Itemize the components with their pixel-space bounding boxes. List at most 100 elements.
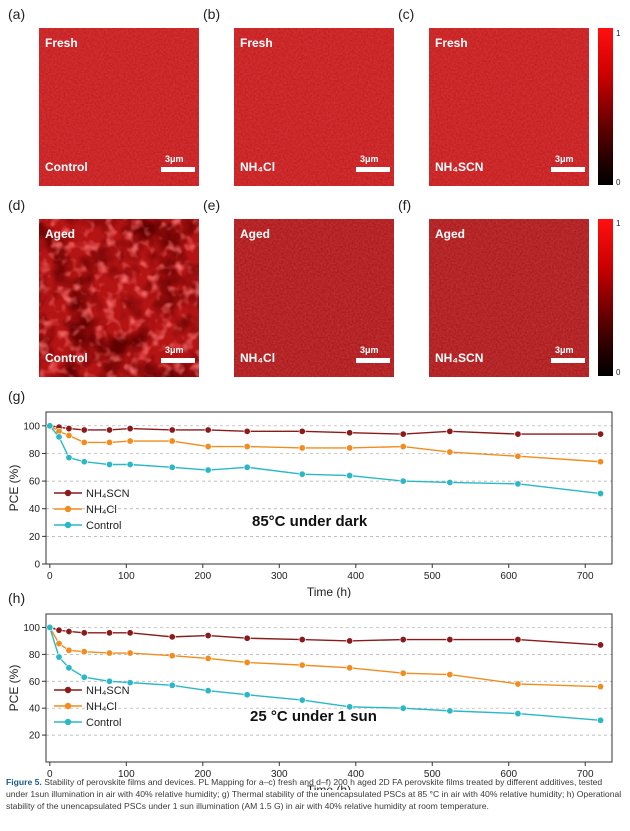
data-point xyxy=(298,696,306,704)
map-state-label: Aged xyxy=(45,227,75,241)
x-tick-label: 500 xyxy=(424,769,441,780)
colorbar-bottom xyxy=(598,219,613,376)
data-point xyxy=(55,640,63,648)
data-point xyxy=(65,454,73,462)
data-point xyxy=(126,649,134,657)
legend-label: Control xyxy=(86,520,121,532)
x-tick-label: 700 xyxy=(577,769,594,780)
data-point xyxy=(298,444,306,452)
legend-label: NH₄Cl xyxy=(86,701,117,713)
data-point xyxy=(168,437,176,445)
x-tick-label: 400 xyxy=(347,769,364,780)
y-tick-label: 40 xyxy=(29,704,41,715)
y-tick-label: 100 xyxy=(23,623,40,634)
data-point xyxy=(55,433,63,441)
data-point xyxy=(126,425,134,433)
y-tick-label: 60 xyxy=(29,677,41,688)
scale-bar-label: 3μm xyxy=(555,154,574,164)
colorbar-bottom-max: 1 xyxy=(616,219,621,228)
legend-label: NH₄SCN xyxy=(86,685,130,697)
pl-map: Fresh NH₄Cl 3μm xyxy=(234,28,394,186)
chart-annotation: 25 °C under 1 sun xyxy=(250,708,377,725)
data-point xyxy=(105,438,113,446)
data-point xyxy=(514,636,522,644)
data-point xyxy=(65,664,73,672)
y-tick-label: 40 xyxy=(29,504,41,515)
data-point xyxy=(243,691,251,699)
plot-frame xyxy=(45,613,613,763)
data-point xyxy=(346,472,354,480)
panel-label-h: (h) xyxy=(8,590,26,606)
data-point xyxy=(105,461,113,469)
map-state-label: Aged xyxy=(240,227,270,241)
panel-label: (f) xyxy=(398,197,412,213)
map-treatment-label: NH₄SCN xyxy=(435,160,484,174)
data-point xyxy=(298,636,306,644)
data-point xyxy=(105,426,113,434)
data-point xyxy=(446,427,454,435)
scale-bar xyxy=(161,358,195,363)
data-point xyxy=(346,637,354,645)
chart-g: 0 100 200 300 400 500 600 700 0 20 40 60 80 100 Time (… xyxy=(7,411,613,598)
data-point xyxy=(168,426,176,434)
data-point xyxy=(514,480,522,488)
data-point xyxy=(204,466,212,474)
data-point xyxy=(243,634,251,642)
data-point xyxy=(399,430,407,438)
data-point xyxy=(204,426,212,434)
data-point xyxy=(65,431,73,439)
x-tick-label: 600 xyxy=(500,769,517,780)
legend-marker xyxy=(64,686,72,694)
data-point xyxy=(446,707,454,715)
data-point xyxy=(597,641,605,649)
chart-annotation: 85°C under dark xyxy=(252,513,368,530)
x-tick-label: 600 xyxy=(500,571,517,582)
scale-bar xyxy=(161,167,195,172)
x-tick-label: 700 xyxy=(577,571,594,582)
panel-label: (a) xyxy=(8,6,26,22)
colorbar-top xyxy=(598,28,613,185)
y-tick-label: 60 xyxy=(29,477,41,488)
data-point xyxy=(514,710,522,718)
panel-label: (d) xyxy=(8,197,26,213)
pl-map: Aged NH₄Cl 3μm xyxy=(234,219,394,377)
data-point xyxy=(514,452,522,460)
data-point xyxy=(346,444,354,452)
colorbar-top-min: 0 xyxy=(616,178,621,187)
data-point xyxy=(126,437,134,445)
legend-label: NH₄SCN xyxy=(86,488,130,500)
x-tick-label: 100 xyxy=(118,571,135,582)
y-tick-label: 80 xyxy=(29,650,41,661)
data-point xyxy=(46,623,54,631)
chart-h: 0 100 200 300 400 500 600 700 20 40 60 80 100 Time (h… xyxy=(7,613,613,790)
colorbar-top-max: 1 xyxy=(616,29,621,38)
y-tick-label: 100 xyxy=(23,421,40,432)
legend-marker xyxy=(64,505,72,513)
map-treatment-label: Control xyxy=(45,351,88,365)
legend-label: NH₄Cl xyxy=(86,504,117,516)
data-point xyxy=(204,687,212,695)
x-tick-label: 200 xyxy=(194,769,211,780)
x-tick-label: 500 xyxy=(424,571,441,582)
x-tick-label: 200 xyxy=(194,571,211,582)
legend-marker xyxy=(64,702,72,710)
y-tick-label: 80 xyxy=(29,449,41,460)
x-tick-label: 300 xyxy=(271,769,288,780)
data-point xyxy=(65,646,73,654)
map-state-label: Aged xyxy=(435,227,465,241)
scale-bar-label: 3μm xyxy=(555,345,574,355)
scale-bar xyxy=(551,167,585,172)
map-treatment-label: NH₄SCN xyxy=(435,351,484,365)
data-point xyxy=(514,680,522,688)
map-treatment-label: NH₄Cl xyxy=(240,160,276,174)
x-tick-label: 0 xyxy=(47,769,53,780)
data-point xyxy=(168,681,176,689)
data-point xyxy=(243,658,251,666)
figure-caption: Figure 5. Stability of perovskite films … xyxy=(6,776,624,812)
data-point xyxy=(204,443,212,451)
data-point xyxy=(346,429,354,437)
scale-bar xyxy=(551,358,585,363)
data-point xyxy=(105,649,113,657)
data-point xyxy=(298,427,306,435)
